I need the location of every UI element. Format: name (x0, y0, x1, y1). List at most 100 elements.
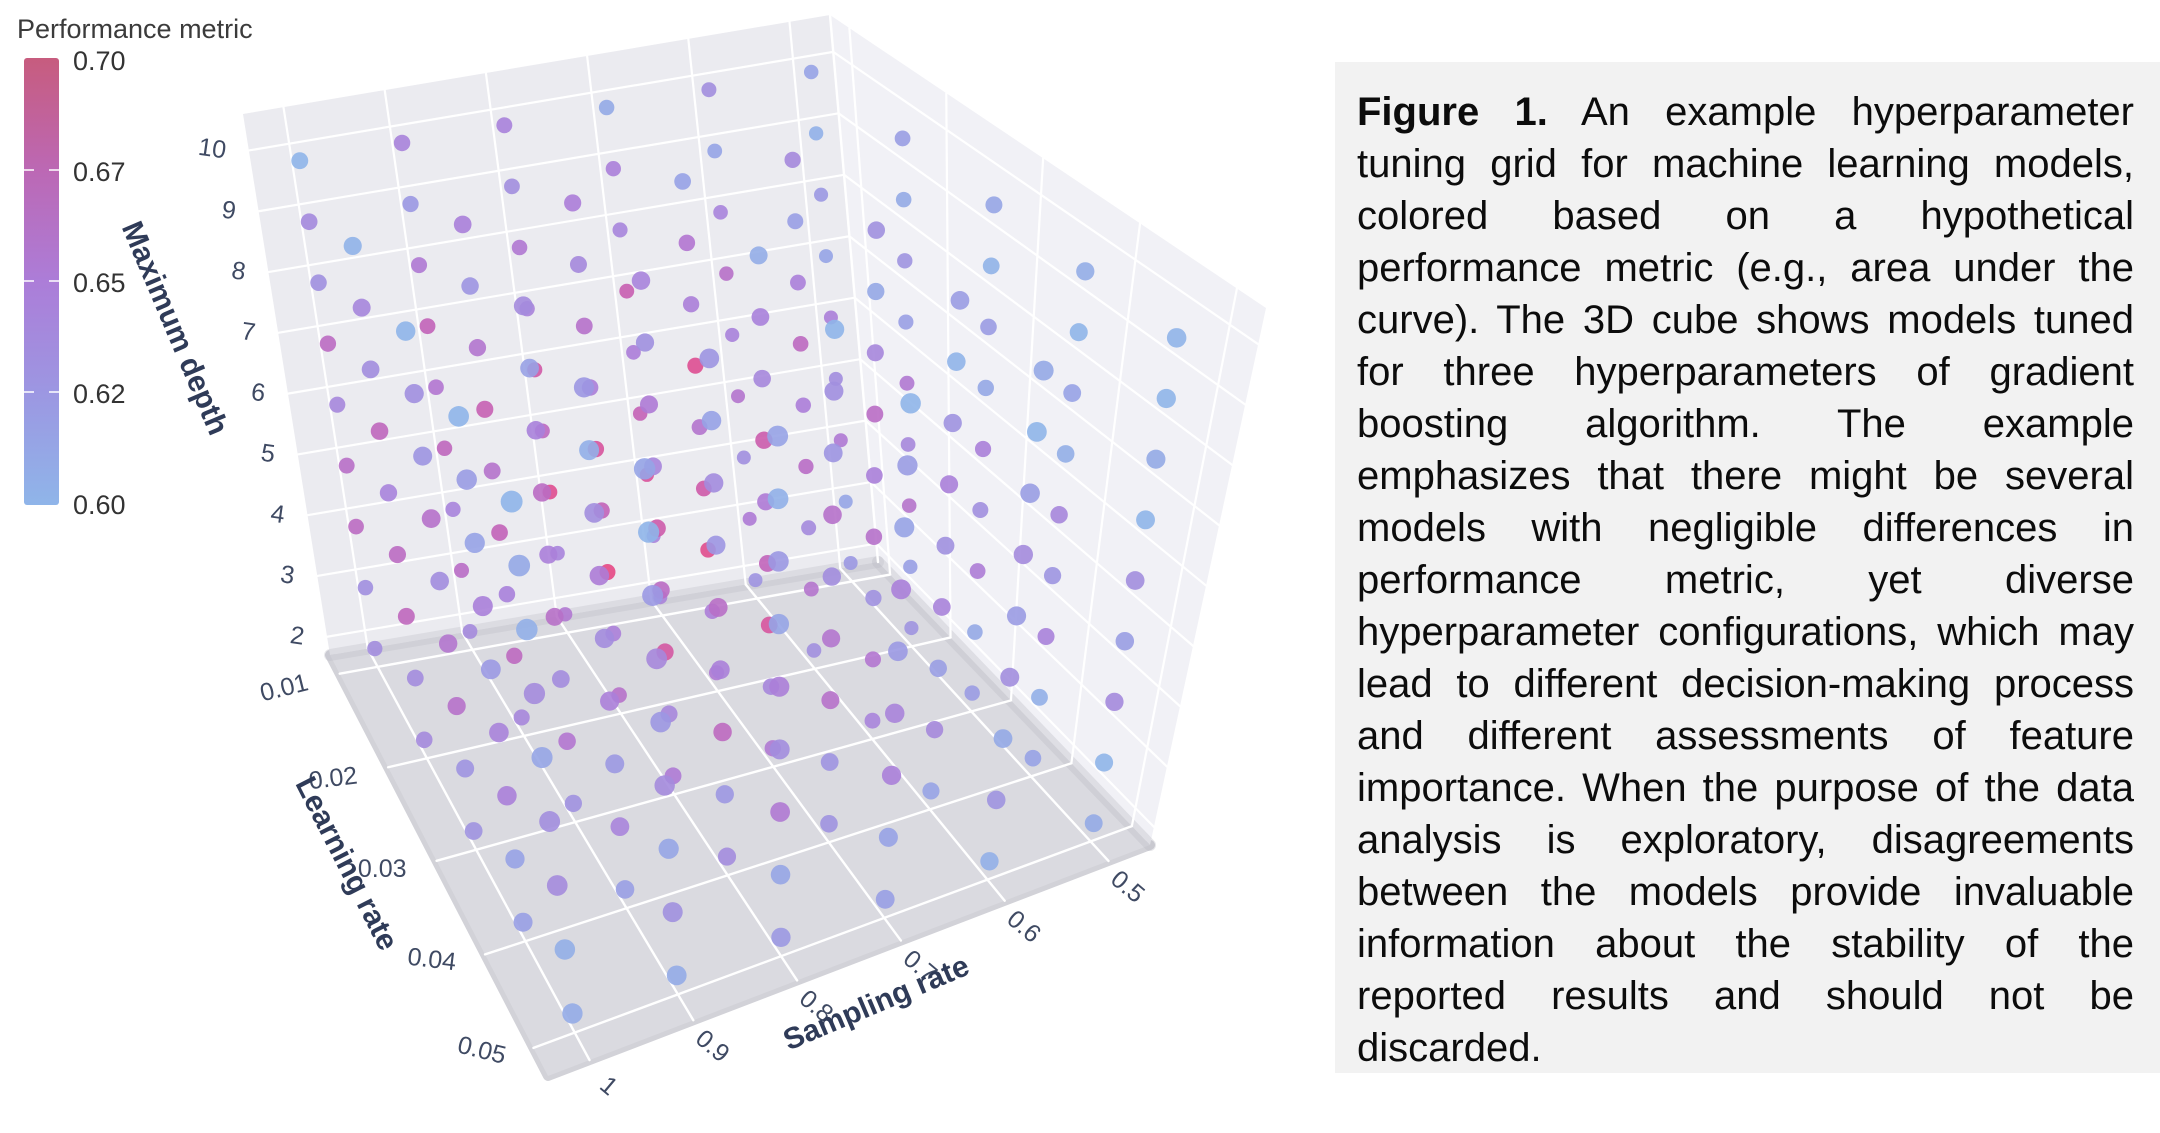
scatter-point (511, 239, 528, 256)
colorbar-tick-label: 0.70 (73, 46, 126, 76)
scatter-point (770, 864, 791, 885)
scatter-point (605, 161, 621, 177)
scatter-point (808, 126, 824, 141)
scatter-point (875, 889, 895, 909)
colorbar-tick-mark (24, 169, 59, 171)
scatter-point (605, 754, 625, 774)
scatter-point (472, 596, 493, 617)
scatter-point (974, 440, 992, 458)
scatter-point (798, 458, 814, 475)
scatter-point (867, 282, 885, 301)
scatter-point (1063, 384, 1082, 402)
scatter-point (1105, 692, 1124, 712)
scatter-point (803, 581, 819, 597)
scatter-point (554, 939, 576, 960)
scatter-point (352, 298, 371, 317)
scatter-point (767, 425, 789, 447)
scatter-point (393, 134, 411, 152)
scatter-point (476, 400, 494, 418)
colorbar-gradient (24, 58, 59, 505)
x-tick-label: 0.6 (1002, 905, 1047, 949)
scatter-point (357, 579, 374, 596)
scatter-point (753, 369, 771, 388)
scatter-point (1006, 606, 1027, 626)
scatter-point (929, 659, 947, 678)
scatter-point (711, 660, 730, 680)
scatter-point (505, 849, 525, 869)
scatter-point (993, 729, 1013, 748)
scatter-point (539, 811, 561, 832)
colorbar-tick-label: 0.67 (73, 157, 126, 187)
scatter-point (864, 651, 881, 668)
scatter-point (713, 205, 728, 220)
scatter-point (768, 613, 790, 635)
scatter-point (513, 912, 533, 932)
colorbar-tick-mark (24, 280, 59, 282)
scatter-point (300, 213, 318, 231)
scatter3d-canvas[interactable]: 23456789100.010.020.030.040.0510.90.80.7… (0, 0, 1360, 1133)
right-wall-pane (830, 15, 1266, 845)
scatter-point (708, 598, 728, 617)
scatter-point (654, 775, 675, 796)
colorbar-tick-mark (24, 391, 59, 393)
scatter-point (972, 502, 989, 519)
scatter-point (531, 746, 553, 769)
scatter-point (1033, 360, 1054, 381)
scatter-point (1056, 445, 1075, 463)
scatter-point (532, 483, 552, 502)
scatter-point (1050, 506, 1068, 524)
scatter-points (291, 64, 1187, 1024)
figure-caption-body: An example hyperparameter tuning grid fo… (1357, 90, 2134, 1070)
scatter-point (589, 565, 610, 586)
scatter-point (419, 318, 436, 335)
scatter-point (496, 117, 513, 134)
scatter-point (453, 562, 470, 578)
scatter-point (329, 396, 346, 413)
scatter-point (977, 379, 994, 397)
scatter-point (406, 669, 424, 687)
scatter-point (1166, 328, 1187, 348)
figure-caption-panel: Figure 1. An example hyperparameter tuni… (1335, 62, 2160, 1073)
z-tick-label: 6 (249, 378, 267, 408)
scatter-point (866, 405, 884, 423)
figure-caption: Figure 1. An example hyperparameter tuni… (1357, 86, 2134, 1074)
scatter-point (361, 360, 380, 379)
scatter3d-plot[interactable]: 2 3 4 5 6 7 8 9 10 0.01 0.02 0.03 0.04 0.05 1 0.9 0.8 0.7… (0, 0, 1360, 1133)
scatter-point (901, 498, 917, 513)
scatter-point (904, 620, 919, 636)
scatter-point (468, 339, 487, 357)
scatter-point (428, 379, 444, 396)
z-tick-label: 5 (259, 439, 277, 469)
scatter-point (687, 357, 704, 374)
scatter-point (682, 296, 700, 313)
scatter-point (430, 571, 449, 591)
scatter-point (642, 584, 664, 606)
z-tick-label: 2 (288, 621, 306, 651)
scatter-point (413, 446, 433, 466)
scatter-point (421, 509, 441, 529)
scatter-point (823, 505, 842, 525)
scatter-point (319, 335, 337, 352)
scatter-point (903, 559, 918, 575)
scatter-point (1031, 688, 1048, 706)
scatter-point (888, 641, 908, 662)
scatter-point (539, 545, 558, 564)
scatter-point (610, 817, 630, 837)
scatter-point (878, 827, 898, 847)
scatter-point (699, 348, 720, 369)
scatter-point (343, 236, 362, 256)
scatter-point (790, 274, 806, 291)
scatter-point (291, 152, 309, 170)
scatter-point (900, 393, 921, 414)
scatter-point (940, 475, 959, 494)
scatter-point (612, 222, 628, 238)
scatter-point (489, 722, 509, 743)
scatter-point (650, 711, 671, 733)
scatter-point (666, 965, 687, 986)
scatter-point (546, 875, 568, 896)
scatter-point (749, 246, 768, 265)
scatter-point (1000, 667, 1020, 687)
scatter-point (897, 455, 918, 476)
scatter-point (480, 659, 501, 680)
scatter-point (395, 321, 416, 341)
